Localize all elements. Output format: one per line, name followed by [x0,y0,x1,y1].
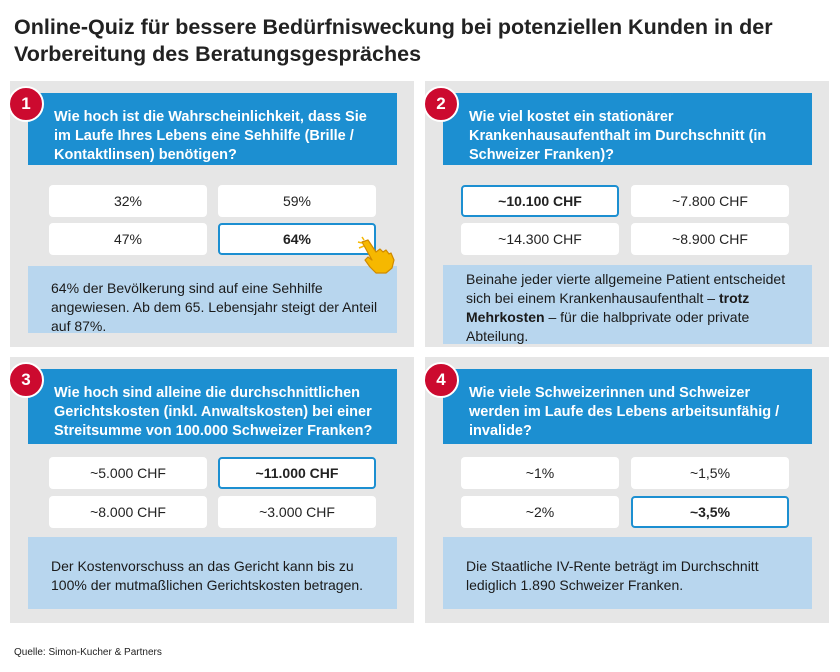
question-number-badge: 3 [8,362,44,398]
answer-option-selected[interactable]: ~11.000 CHF [218,457,376,489]
answer-option[interactable]: 32% [49,185,207,217]
info-note: Beinahe jeder vierte allgemeine Patient … [443,265,812,344]
answer-option[interactable]: ~14.300 CHF [461,223,619,255]
quiz-card-2: 2 Wie viel kostet ein stationärer Kranke… [423,81,829,347]
answer-option-selected[interactable]: 64% [218,223,376,255]
answer-option[interactable]: ~2% [461,496,619,528]
note-text: Beinahe jeder vierte allgemeine Patient … [466,271,786,306]
info-note: Die Staatliche IV-Rente beträgt im Durch… [443,537,812,609]
quiz-card-3: 3 Wie hoch sind alleine die durchschnitt… [8,357,414,623]
info-note: 64% der Bevölkerung sind auf eine Sehhil… [28,266,397,334]
question-text: Wie viel kostet ein stationärer Krankenh… [443,93,812,165]
answer-option-selected[interactable]: ~10.100 CHF [461,185,619,217]
answer-option[interactable]: ~8.900 CHF [631,223,789,255]
question-number-badge: 4 [423,362,459,398]
answer-option[interactable]: ~1% [461,457,619,489]
answer-option-selected[interactable]: ~3,5% [631,496,789,528]
answer-option[interactable]: ~3.000 CHF [218,496,376,528]
pointing-hand-icon [357,236,395,274]
quiz-card-1: 1 Wie hoch ist die Wahrscheinlichkeit, d… [8,81,414,347]
answer-option[interactable]: ~7.800 CHF [631,185,789,217]
quiz-card-4: 4 Wie viele Schweizerinnen und Schweizer… [423,357,829,623]
question-text: Wie viele Schweizerinnen und Schweizer w… [443,369,812,444]
question-text: Wie hoch sind alleine die durchschnittli… [28,369,397,444]
source-caption: Quelle: Simon-Kucher & Partners [14,647,162,658]
answer-option[interactable]: 47% [49,223,207,255]
question-text: Wie hoch ist die Wahrscheinlichkeit, das… [28,93,397,165]
note-text: – für die halbprivate oder private Abtei… [466,309,750,344]
page-title: Online-Quiz für bessere Bedürfnisweckung… [14,15,773,66]
question-number-badge: 2 [423,86,459,122]
question-number-badge: 1 [8,86,44,122]
info-note: Der Kostenvorschuss an das Gericht kann … [28,537,397,609]
note-emphasis: trotz Mehrkosten [466,290,750,325]
answer-option[interactable]: ~8.000 CHF [49,496,207,528]
answer-option[interactable]: ~5.000 CHF [49,457,207,489]
answer-option[interactable]: 59% [218,185,376,217]
answer-option[interactable]: ~1,5% [631,457,789,489]
